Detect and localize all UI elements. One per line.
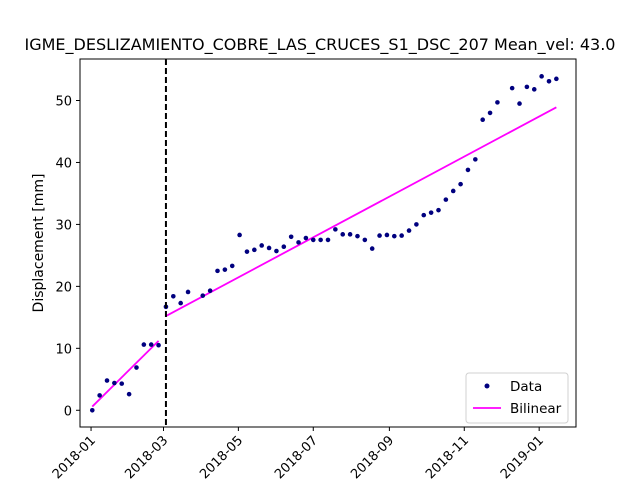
y-tick-label-40: 40 <box>55 156 72 171</box>
data-point-46 <box>436 207 441 213</box>
data-point-1 <box>97 393 102 398</box>
data-point-0 <box>89 407 95 413</box>
data-point-54 <box>495 100 500 105</box>
data-point-14 <box>200 293 206 298</box>
legend-entry-data: Data <box>510 379 542 395</box>
bilinear-segment-0 <box>91 340 160 408</box>
data-point-11 <box>171 293 176 299</box>
data-point-21 <box>252 247 257 253</box>
legend-data-marker <box>484 383 490 389</box>
data-point-19 <box>237 232 242 238</box>
data-point-43 <box>414 222 419 227</box>
y-tick-label-30: 30 <box>55 218 72 233</box>
data-point-34 <box>347 232 353 237</box>
data-point-40 <box>391 233 397 239</box>
data-point-22 <box>259 243 265 248</box>
data-point-28 <box>303 235 309 241</box>
data-point-2 <box>104 378 110 383</box>
data-point-12 <box>178 300 183 306</box>
y-axis-label: Displacement [mm] <box>31 174 47 313</box>
x-tick-label-1: 2018-03 <box>122 433 171 480</box>
data-point-58 <box>531 87 537 92</box>
x-tick-label-0: 2018-01 <box>50 433 99 480</box>
data-point-51 <box>473 157 478 162</box>
data-point-24 <box>274 248 279 254</box>
y-tick-label-10: 10 <box>55 342 72 357</box>
y-tick-label-50: 50 <box>55 95 72 110</box>
legend-entry-bilinear: Bilinear <box>510 401 562 417</box>
data-point-55 <box>509 85 515 91</box>
data-point-25 <box>281 244 287 250</box>
x-tick-label-5: 2018-11 <box>423 433 472 480</box>
data-point-15 <box>207 288 213 294</box>
x-tick-label-4: 2018-09 <box>348 433 397 480</box>
data-point-45 <box>428 210 434 215</box>
data-point-30 <box>318 237 323 243</box>
data-point-7 <box>141 342 147 347</box>
y-tick-label-20: 20 <box>55 280 72 295</box>
data-point-44 <box>421 212 427 218</box>
data-point-8 <box>148 342 154 347</box>
data-point-18 <box>229 263 235 269</box>
data-point-31 <box>325 237 331 243</box>
x-tick-label-3: 2018-07 <box>272 433 321 480</box>
data-point-5 <box>126 391 132 397</box>
data-point-33 <box>340 232 346 237</box>
data-point-4 <box>119 381 125 386</box>
data-point-53 <box>487 110 493 116</box>
data-point-13 <box>185 289 191 295</box>
data-point-16 <box>215 268 220 274</box>
legend-box <box>465 372 569 424</box>
data-point-60 <box>546 79 552 84</box>
data-point-23 <box>266 245 272 251</box>
data-point-50 <box>465 167 471 173</box>
x-tick-label-6: 2019-01 <box>498 433 547 480</box>
data-point-26 <box>288 234 294 240</box>
data-point-36 <box>362 237 368 243</box>
data-point-6 <box>134 365 139 370</box>
data-point-29 <box>310 237 316 243</box>
data-point-38 <box>377 233 382 238</box>
data-point-59 <box>539 74 544 79</box>
axes-frame <box>79 58 577 428</box>
bilinear-segment-1 <box>165 106 557 317</box>
data-point-27 <box>296 240 301 245</box>
data-point-57 <box>524 84 530 90</box>
legend: Data Bilinear <box>465 372 569 424</box>
data-point-39 <box>384 232 390 238</box>
data-point-52 <box>480 117 485 123</box>
data-point-9 <box>156 342 161 348</box>
data-point-49 <box>458 181 463 187</box>
data-point-20 <box>244 249 250 254</box>
data-point-48 <box>450 188 456 194</box>
y-tick-label-0: 0 <box>64 404 72 419</box>
x-tick-label-2: 2018-05 <box>197 433 246 480</box>
data-point-56 <box>517 101 522 106</box>
data-point-41 <box>399 233 404 238</box>
data-point-32 <box>333 227 338 232</box>
data-point-37 <box>369 246 375 251</box>
data-point-35 <box>355 233 360 239</box>
data-point-3 <box>112 380 117 386</box>
data-point-17 <box>222 267 228 272</box>
data-point-61 <box>554 76 559 82</box>
data-point-47 <box>443 197 449 202</box>
chart-title: IGME_DESLIZAMIENTO_COBRE_LAS_CRUCES_S1_D… <box>25 35 616 55</box>
data-point-42 <box>406 228 412 233</box>
